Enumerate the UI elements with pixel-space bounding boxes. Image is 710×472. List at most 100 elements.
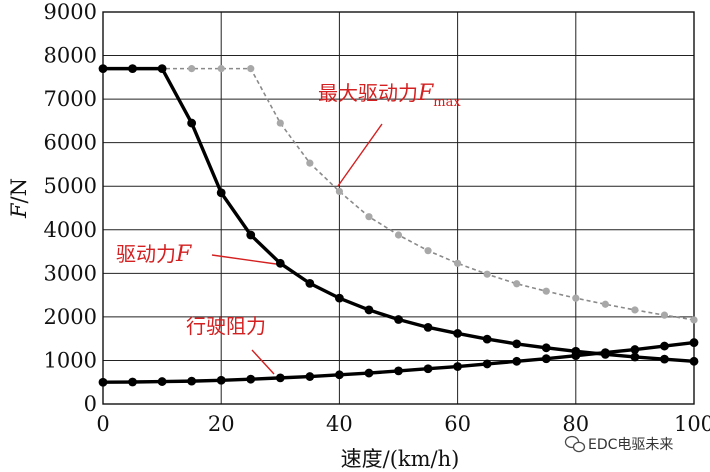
data-point [631, 306, 639, 314]
data-point [394, 231, 403, 239]
annotation-label: 最大驱动力 [318, 81, 418, 105]
annotation-leader-line [211, 254, 277, 265]
y-tick-label: 6000 [44, 131, 97, 155]
data-point [247, 65, 255, 73]
data-point [482, 334, 492, 344]
x-tick-label: 100 [674, 412, 710, 436]
data-point [689, 338, 699, 347]
data-point [246, 230, 256, 240]
svg-text:F/N: F/N [7, 178, 31, 219]
series-group [98, 338, 699, 387]
data-point [660, 354, 669, 364]
x-axis-title: 速度/(km/h) [341, 447, 460, 471]
data-point [394, 366, 403, 376]
annotation-label: 行驶阻力 [186, 314, 266, 338]
data-point [660, 341, 669, 351]
data-point [689, 356, 699, 366]
data-point [541, 354, 551, 364]
y-tick-label: 9000 [44, 0, 97, 24]
x-tick-label: 40 [326, 412, 353, 436]
data-point [453, 329, 462, 338]
data-point [571, 346, 581, 356]
data-point [660, 311, 669, 319]
y-tick-label: 3000 [44, 261, 97, 285]
data-point [98, 377, 108, 387]
y-tick-label: 5000 [44, 174, 97, 198]
data-point [98, 64, 108, 74]
x-tick-label: 20 [208, 412, 235, 436]
data-point [216, 375, 226, 385]
data-point [157, 377, 167, 386]
wechat-bubble-icon [564, 435, 586, 453]
data-point [482, 359, 492, 369]
annotation-max-drive-force: 最大驱动力Fmax [318, 81, 461, 187]
x-tick-labels: 0 20 40 60 80 100 [96, 412, 710, 436]
data-point [276, 119, 284, 127]
data-point [275, 258, 285, 268]
data-point [128, 377, 137, 387]
data-point [275, 373, 285, 383]
data-point [306, 159, 314, 167]
watermark: EDC电驱未来 [564, 435, 673, 453]
data-point [128, 64, 137, 74]
series-line [103, 67, 695, 321]
series [98, 64, 699, 387]
data-point [216, 188, 226, 198]
data-point [542, 287, 550, 295]
data-point [188, 65, 196, 73]
y-tick-labels: 0 1000 2000 3000 4000 5000 6000 7000 8000 9000 [44, 0, 97, 416]
annotation-label: 驱动力 [116, 242, 176, 266]
data-point [364, 305, 374, 315]
data-point [453, 362, 462, 371]
data-point [454, 259, 462, 267]
x-tick-label: 80 [562, 412, 589, 436]
y-tick-label: 4000 [44, 218, 97, 242]
watermark-text: EDC电驱未来 [588, 437, 673, 453]
y-tick-label: 2000 [44, 305, 97, 329]
data-point [335, 187, 343, 196]
y-axis-title: F/N [7, 178, 31, 219]
data-point [600, 349, 610, 359]
data-point [513, 280, 521, 288]
annotation-symbol: F [175, 242, 192, 267]
data-point [572, 294, 580, 302]
annotation-driving-resistance: 行驶阻力 [186, 314, 275, 375]
data-point [335, 370, 344, 380]
y-tick-label: 0 [84, 392, 97, 416]
y-axis-title-symbol: F [7, 202, 31, 219]
annotation-leader-line [337, 123, 383, 187]
data-point [512, 339, 522, 349]
data-point [541, 343, 551, 353]
y-tick-label: 1000 [44, 348, 97, 372]
data-point [187, 376, 197, 386]
data-point [157, 64, 167, 74]
annotation-leader-line [251, 349, 275, 375]
data-point [364, 368, 374, 378]
annotation-drive-force: 驱动力F [116, 242, 277, 267]
plot-border [102, 11, 695, 405]
data-point [187, 118, 197, 128]
series-group [99, 65, 698, 324]
annotation-symbol: F [417, 81, 434, 106]
plot-frame [102, 11, 695, 405]
y-axis-title-unit: /N [7, 178, 31, 203]
data-point [601, 300, 609, 308]
data-point [305, 278, 315, 288]
svg-text:最大驱动力Fmax: 最大驱动力Fmax [318, 81, 461, 110]
y-tick-label: 8000 [44, 44, 97, 68]
x-tick-label: 60 [444, 412, 471, 436]
data-point [630, 345, 640, 354]
data-point [305, 372, 315, 381]
data-point [423, 364, 433, 374]
data-point [246, 374, 256, 384]
data-point [483, 270, 491, 278]
data-point [335, 293, 344, 303]
annotation-subscript: max [433, 95, 461, 110]
data-point [690, 316, 698, 324]
data-point [365, 213, 373, 221]
y-tick-label: 7000 [44, 87, 97, 111]
data-point [512, 356, 522, 366]
data-point [424, 247, 432, 255]
